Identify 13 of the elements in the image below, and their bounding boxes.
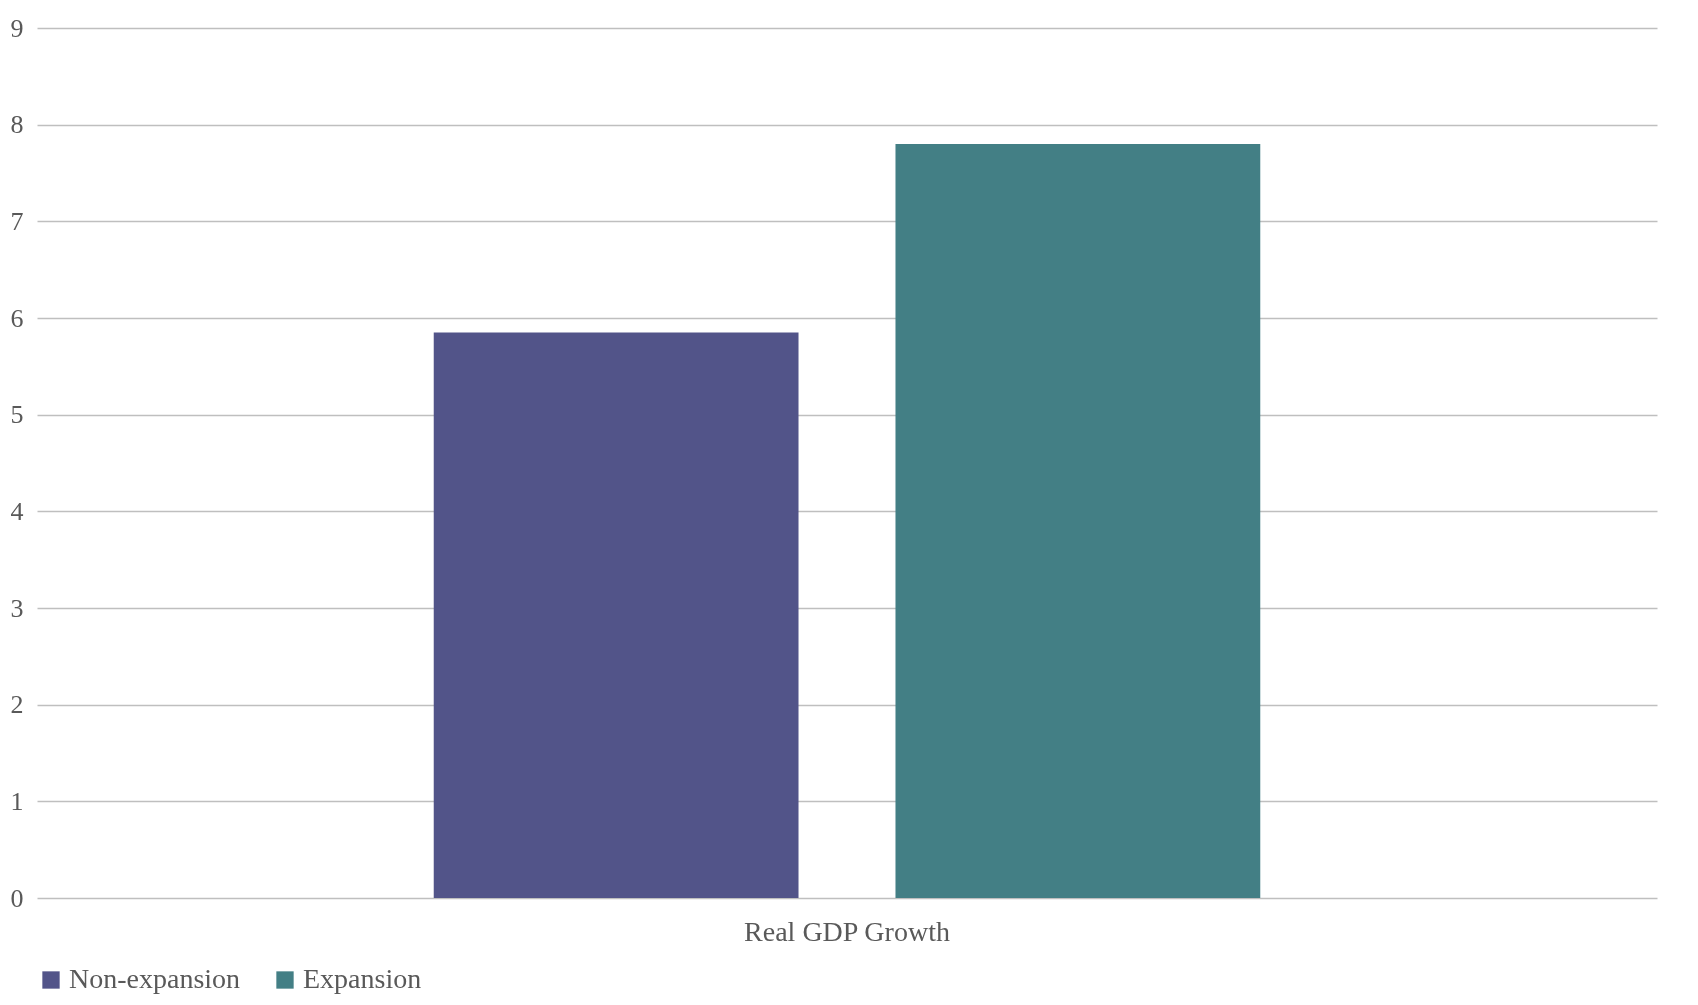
y-tick-label: 5	[10, 400, 24, 430]
y-tick-label: 6	[10, 303, 24, 333]
y-tick-label: 0	[10, 883, 24, 913]
y-tick-label: 4	[10, 496, 24, 526]
y-tick-label: 2	[10, 690, 24, 720]
y-tick-label: 1	[10, 786, 24, 816]
y-tick-label: 8	[10, 110, 24, 140]
y-tick-label: 3	[10, 593, 24, 623]
legend-label: Non-expansion	[69, 963, 241, 994]
y-tick-label: 7	[10, 206, 24, 236]
y-tick-label: 9	[10, 13, 24, 43]
legend-label: Expansion	[303, 963, 422, 994]
x-tick-label: Real GDP Growth	[744, 915, 950, 947]
